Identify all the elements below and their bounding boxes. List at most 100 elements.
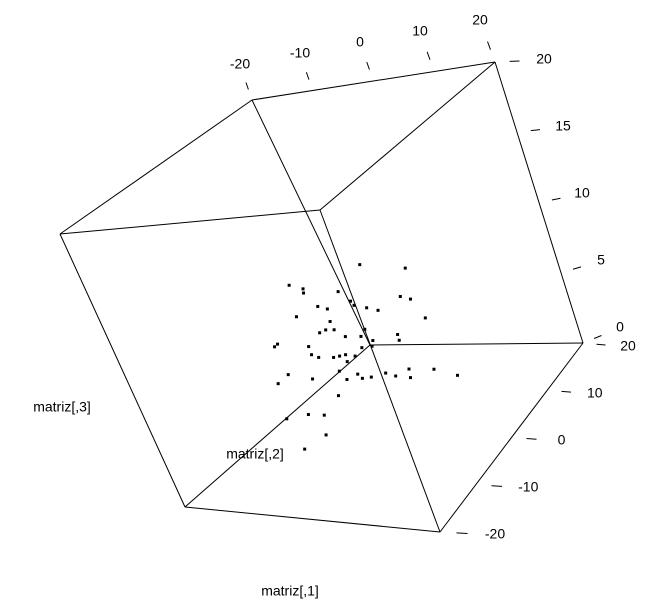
box-edge [494, 61, 584, 344]
point [384, 371, 388, 375]
tick-mark [245, 82, 249, 90]
tick-label: 20 [536, 51, 552, 67]
point [397, 338, 401, 342]
tick-label: 5 [597, 252, 605, 268]
tick-mark [596, 343, 606, 346]
point [407, 367, 411, 371]
tick-mark [530, 129, 541, 132]
point [316, 304, 320, 308]
y-axis-label: matriz[,2] [226, 446, 284, 462]
tick-mark [456, 532, 468, 534]
box-edge [59, 233, 186, 508]
point [403, 266, 407, 270]
point [285, 417, 289, 421]
tick-label: 0 [558, 432, 566, 448]
point [303, 447, 307, 451]
tick-label: -10 [518, 479, 538, 495]
point [353, 354, 357, 358]
point [286, 373, 290, 377]
point [336, 394, 340, 398]
tick-mark [305, 72, 310, 80]
box-edge [59, 99, 253, 235]
tick-label: 15 [555, 118, 571, 134]
point [408, 376, 412, 380]
box-edge [251, 61, 496, 101]
point [408, 297, 412, 301]
point [324, 433, 328, 437]
point [317, 355, 321, 359]
box-edge [251, 99, 371, 346]
point [343, 335, 347, 339]
point [394, 374, 398, 378]
point [325, 307, 329, 311]
tick-mark [487, 41, 491, 50]
point [371, 339, 375, 343]
tick-mark [526, 438, 537, 440]
point [276, 342, 280, 346]
point [336, 290, 340, 294]
tick-label: -20 [485, 526, 505, 542]
tick-mark [593, 335, 602, 339]
point [332, 355, 336, 359]
point [345, 377, 349, 381]
point [360, 376, 364, 380]
box-edge [319, 209, 441, 533]
tick-label: 20 [472, 12, 488, 28]
point [311, 377, 315, 381]
point [358, 263, 362, 267]
box-edge [184, 344, 371, 508]
point [370, 344, 374, 348]
point [396, 333, 400, 337]
z-axis-label: matriz[,3] [33, 399, 91, 415]
tick-mark [572, 266, 582, 270]
point [345, 360, 349, 364]
point [359, 334, 363, 338]
point [360, 346, 364, 350]
tick-mark [491, 485, 503, 487]
point [306, 413, 310, 417]
point [376, 308, 380, 312]
point [352, 303, 356, 307]
point [423, 316, 427, 320]
point [287, 283, 291, 287]
tick-label: 10 [412, 23, 428, 39]
point [322, 413, 326, 417]
box-edge [59, 209, 321, 235]
point [432, 367, 436, 371]
point [338, 354, 342, 358]
point [307, 345, 311, 349]
tick-mark [561, 390, 572, 393]
tick-label: -20 [230, 56, 250, 72]
box-edge [369, 342, 584, 346]
point [363, 327, 367, 331]
point [369, 375, 373, 379]
point [294, 315, 298, 319]
point [273, 345, 277, 349]
tick-mark [426, 51, 431, 60]
tick-label: 0 [356, 34, 364, 50]
point [398, 295, 402, 299]
point [328, 319, 332, 323]
point [310, 353, 314, 357]
tick-mark [366, 61, 370, 70]
point [456, 373, 460, 377]
point [332, 328, 336, 332]
box-edge [319, 61, 496, 211]
tick-label: -10 [290, 45, 310, 61]
point [356, 372, 360, 376]
tick-label: 0 [616, 319, 624, 335]
x-axis-label: matriz[,1] [261, 583, 319, 599]
tick-label: 10 [574, 185, 590, 201]
point [276, 382, 280, 386]
tick-label: 20 [620, 338, 636, 354]
point [337, 369, 341, 373]
tick-label: 10 [587, 385, 603, 401]
point [324, 328, 328, 332]
point [301, 287, 305, 291]
tick-mark [551, 197, 561, 201]
point [365, 306, 369, 310]
box-edge [439, 342, 584, 533]
point [349, 299, 353, 303]
